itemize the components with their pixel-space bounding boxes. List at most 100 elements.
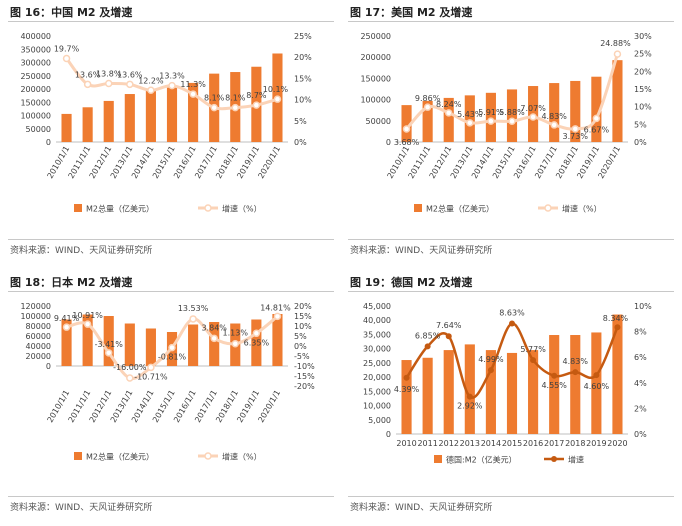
bar xyxy=(209,322,220,366)
legend-bar-swatch xyxy=(74,452,82,460)
source-note: 资料来源：WIND、天风证券研究所 xyxy=(10,503,153,513)
line-point xyxy=(147,363,155,372)
right-axis-tick: -5% xyxy=(294,352,310,361)
x-axis-tick: 2011 xyxy=(417,439,437,448)
line-data-label: 5.88% xyxy=(499,108,525,117)
line-data-label: 3.68% xyxy=(394,138,420,147)
line-point xyxy=(402,125,411,133)
line-point xyxy=(147,86,155,95)
legend-line-marker xyxy=(204,452,212,460)
left-axis-tick: 30,000 xyxy=(363,345,391,354)
source-note: 资料来源：WIND、天风证券研究所 xyxy=(350,503,493,513)
line-data-label: -3.41% xyxy=(95,340,124,349)
line-data-label: 5.91% xyxy=(478,108,504,117)
left-axis-tick: 10,000 xyxy=(363,402,391,411)
legend-line-marker xyxy=(204,204,212,212)
line-data-label: 8.7% xyxy=(246,91,267,100)
bar xyxy=(82,107,93,142)
line-point xyxy=(62,323,71,331)
bar xyxy=(188,82,199,142)
line-point xyxy=(614,324,621,331)
line-data-label: -0.81% xyxy=(158,353,187,362)
line-point xyxy=(487,117,495,125)
bar xyxy=(485,350,496,434)
line-point xyxy=(104,79,113,88)
x-axis-tick: 2013 xyxy=(460,439,480,448)
right-axis-tick: 15% xyxy=(294,74,312,83)
line-data-label: 5.77% xyxy=(520,345,546,354)
right-axis-tick: 25% xyxy=(634,50,652,59)
bar xyxy=(506,89,518,142)
line-point xyxy=(210,334,218,343)
line-data-label: 6.85% xyxy=(415,331,441,340)
bar xyxy=(166,87,178,142)
bar xyxy=(82,314,93,366)
bar xyxy=(103,100,114,142)
line-point xyxy=(126,374,134,382)
chart-title: 图 17：美国 M2 及增速 xyxy=(350,6,473,19)
legend: 德国:M2（亿美元） 增速 xyxy=(434,455,584,465)
line-data-label: 8.24% xyxy=(436,100,462,109)
line-data-label: 14.81% xyxy=(260,303,291,312)
line-point xyxy=(168,343,176,352)
legend: M2总量（亿美元） 增速（%） xyxy=(74,452,262,462)
left-axis-tick: 35,000 xyxy=(363,330,391,339)
x-axis-tick: 2010 xyxy=(396,439,416,448)
left-axis-tick: 40,000 xyxy=(363,316,391,325)
legend-bar-label: M2总量（亿美元） xyxy=(86,452,154,462)
line-point xyxy=(550,121,558,129)
bar xyxy=(251,319,262,366)
line-point xyxy=(529,113,537,121)
chart-panel-japan: 图 18：日本 M2 及增速 0 20000 40000 60000 80000 1000… xyxy=(8,274,334,526)
chart-panel-germany: 图 19：德国 M2 及增速 0 5,000 10,000 15,000 20,000 2… xyxy=(348,274,674,526)
left-axis-tick: 0 xyxy=(46,362,51,371)
bar xyxy=(401,360,412,434)
left-axis-tick: 200000 xyxy=(20,85,51,94)
right-axis-tick: 20% xyxy=(634,67,652,76)
source-divider xyxy=(8,496,334,497)
line-point xyxy=(231,339,240,348)
legend: M2总量（亿美元） 增速（%） xyxy=(414,204,602,214)
line-point xyxy=(231,103,240,112)
line-point xyxy=(445,333,452,340)
line-data-label: 13.53% xyxy=(178,304,209,313)
line-data-label: 9.86% xyxy=(415,94,441,103)
left-axis-tick: 100000 xyxy=(20,312,51,321)
line-point xyxy=(189,315,197,323)
right-axis-tick: -15% xyxy=(294,372,315,381)
line-point xyxy=(252,329,261,338)
line-data-label: 2.92% xyxy=(457,402,483,411)
legend-line-label: 增速（%） xyxy=(562,204,602,214)
line-data-label: 8.1% xyxy=(204,94,225,103)
line-data-label: 7.64% xyxy=(436,321,462,330)
right-axis-tick: 6% xyxy=(634,353,647,362)
left-axis-tick: 50000 xyxy=(366,117,391,126)
legend-line-marker xyxy=(544,204,552,212)
bar xyxy=(612,60,623,142)
line-point xyxy=(424,343,431,350)
right-axis-tick: 5% xyxy=(294,332,307,341)
line-point xyxy=(572,369,579,376)
x-axis-tick: 2015 xyxy=(502,439,522,448)
chart-panel-usa: 图 17：美国 M2 及增速 0 50000 100000 150000 200000 2… xyxy=(348,4,674,256)
bar xyxy=(443,350,454,434)
chart-panel-china: 图 16：中国 M2 及增速 0 50000 100000 150000 200000 2… xyxy=(8,4,334,256)
line-data-label: -10.71% xyxy=(134,372,168,381)
right-axis-tick: 10% xyxy=(294,96,312,105)
line-data-label: 1.13% xyxy=(223,329,249,338)
legend: M2总量（亿美元） 增速（%） xyxy=(74,204,262,214)
line-data-label: 4.83% xyxy=(541,112,567,121)
bar xyxy=(591,332,602,434)
right-axis-tick: 15% xyxy=(634,85,652,94)
line-point xyxy=(487,367,494,374)
line-data-label: 4.55% xyxy=(541,381,567,390)
bar xyxy=(145,89,156,142)
chart-svg: 0 50000 100000 150000 200000 250000 0% 5% 10% 15%… xyxy=(360,32,652,214)
line-point xyxy=(273,95,282,103)
line-point xyxy=(592,114,601,123)
line-point xyxy=(551,372,558,379)
left-axis-tick: 15,000 xyxy=(363,387,391,396)
legend-line-label: 增速 xyxy=(568,455,584,465)
left-axis-tick: 25,000 xyxy=(363,359,391,368)
